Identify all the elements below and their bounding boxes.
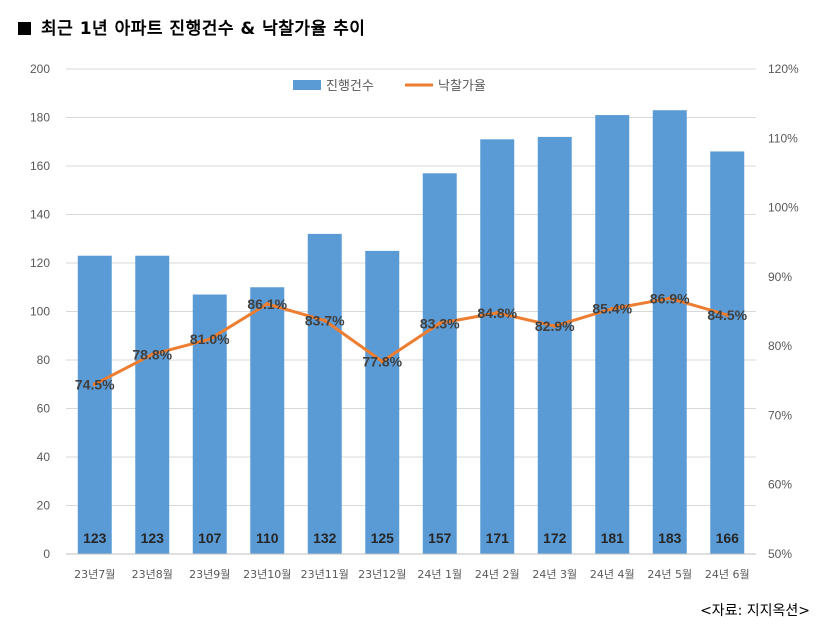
rate-value-label: 84.5%: [707, 307, 747, 323]
y-right-tick-label: 100%: [768, 201, 799, 215]
rate-point: [437, 321, 442, 326]
x-tick-label: 24년 5월: [647, 568, 692, 581]
source-note: <자료: 지지옥션>: [700, 603, 810, 619]
legend-line-label: 낙찰가율: [438, 79, 486, 94]
legend-bar-label: 진행건수: [326, 78, 374, 94]
bar: [595, 115, 630, 554]
rate-value-label: 77.8%: [362, 353, 402, 369]
y-right-tick-label: 120%: [768, 62, 799, 76]
gridlines: [66, 68, 756, 555]
y-right-tick-label: 90%: [768, 270, 792, 284]
rate-point: [495, 310, 500, 315]
x-tick-label: 23년11월: [301, 568, 349, 581]
y-left-tick-label: 100: [30, 305, 50, 319]
y-left-tick-label: 60: [37, 402, 51, 416]
bar: [480, 139, 515, 554]
rate-value-label: 85.4%: [592, 301, 632, 317]
y-left-tick-label: 40: [37, 450, 51, 464]
bar: [135, 255, 170, 554]
y-right-tick-label: 70%: [768, 408, 792, 422]
rate-point: [667, 296, 672, 301]
y-right-tick-label: 50%: [768, 547, 792, 561]
bar: [250, 287, 285, 554]
bar: [710, 151, 745, 554]
bar-value-label: 123: [83, 530, 107, 546]
bar-value-label: 166: [716, 530, 740, 546]
rate-value-label: 78.8%: [132, 346, 172, 362]
x-tick-label: 23년8월: [132, 568, 173, 581]
x-tick-label: 24년 6월: [705, 568, 750, 581]
bar: [77, 255, 112, 554]
bar: [422, 173, 457, 554]
rate-value-label: 81.0%: [190, 331, 230, 347]
y-right-tick-label: 60%: [768, 478, 792, 492]
y-left-tick-label: 20: [37, 499, 51, 513]
bar: [537, 136, 572, 554]
bar-value-label: 157: [428, 530, 452, 546]
x-tick-label: 23년10월: [243, 568, 291, 581]
rate-point: [265, 301, 270, 306]
x-tick-label: 23년9월: [189, 568, 230, 581]
bar-value-label: 183: [658, 530, 682, 546]
bar-value-label: 110: [256, 530, 279, 546]
legend-bar-swatch: [293, 80, 321, 90]
bar-value-label: 181: [601, 530, 625, 546]
y-right-tick-label: 80%: [768, 339, 792, 353]
rate-point: [150, 352, 155, 357]
bar: [652, 110, 687, 554]
x-tick-label: 24년 4월: [590, 568, 635, 581]
rate-value-label: 74.5%: [75, 376, 115, 392]
rate-point: [552, 324, 557, 329]
rate-line: [94, 296, 728, 386]
y-left-tick-label: 120: [30, 256, 50, 270]
rate-value-label: 83.3%: [420, 315, 460, 331]
y-left-tick-label: 80: [37, 353, 51, 367]
bar-value-label: 171: [486, 530, 510, 546]
rate-point: [725, 312, 730, 317]
y-right-tick-label: 110%: [768, 131, 798, 145]
legend: 진행건수 낙찰가율: [293, 78, 486, 94]
rate-point: [610, 306, 615, 311]
x-tick-label: 23년12월: [358, 568, 406, 581]
bar-series: [77, 110, 745, 554]
rate-value-label: 86.1%: [247, 296, 287, 312]
rate-point: [92, 382, 97, 387]
chart-title-text: 최근 1년 아파트 진행건수 & 낙찰가율 추이: [41, 19, 366, 39]
rate-point: [322, 318, 327, 323]
rate-value-label: 84.8%: [477, 305, 517, 321]
bar-value-label: 123: [141, 530, 165, 546]
bar: [365, 250, 400, 554]
axes: 0 20 40 60 80 100 120 140 160 180 200 50% 60% 70% 80% 9…: [30, 62, 799, 581]
data-labels: 123 123 107 110 132 125 157 171 172 181 183 166 74.5…: [75, 290, 748, 546]
y-left-tick-label: 180: [30, 111, 50, 125]
y-left-tick-label: 0: [43, 547, 50, 561]
x-tick-label: 24년 3월: [532, 568, 577, 581]
y-left-tick-label: 200: [30, 62, 50, 76]
bar: [307, 233, 342, 554]
bar-value-label: 107: [198, 530, 222, 546]
rate-value-label: 82.9%: [535, 318, 575, 334]
chart-title: 최근 1년 아파트 진행건수 & 낙찰가율 추이: [18, 14, 365, 39]
bar-value-label: 172: [543, 530, 567, 546]
y-left-tick-label: 160: [30, 159, 50, 173]
bar-value-label: 132: [313, 530, 337, 546]
x-tick-label: 23년7월: [74, 568, 115, 581]
y-left-tick-label: 140: [30, 208, 50, 222]
rate-value-label: 86.9%: [650, 290, 690, 306]
x-tick-label: 24년 1월: [417, 568, 462, 581]
rate-point: [380, 359, 385, 364]
x-tick-label: 24년 2월: [475, 568, 520, 581]
rate-point: [207, 337, 212, 342]
line-series: [92, 296, 730, 387]
bar-value-label: 125: [371, 530, 395, 546]
square-bullet-icon: [18, 22, 31, 35]
rate-value-label: 83.7%: [305, 313, 345, 329]
